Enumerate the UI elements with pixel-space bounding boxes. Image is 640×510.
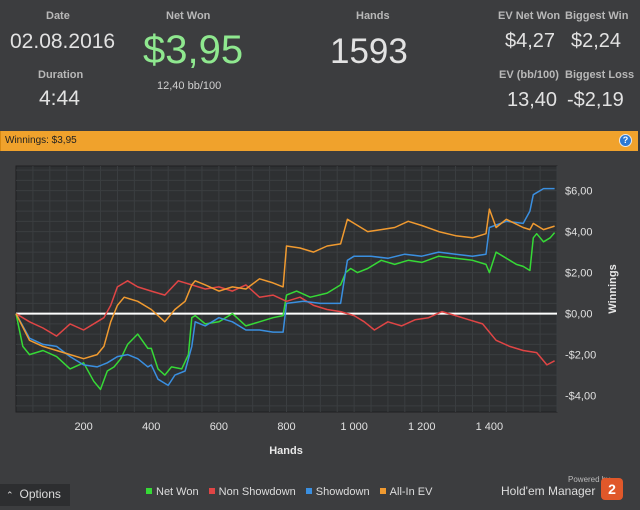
x-tick-label: 200 xyxy=(74,421,92,433)
x-tick-label: 1 200 xyxy=(408,421,436,433)
y-tick-label: $4,00 xyxy=(565,227,593,239)
legend-item-all-in-ev[interactable]: All-In EV xyxy=(379,486,433,498)
ev-bb-100-value: 13,40 xyxy=(507,89,558,111)
date-label: Date xyxy=(46,10,70,22)
x-tick-label: 600 xyxy=(210,421,228,433)
winnings-banner: Winnings: $3,95 ? xyxy=(0,131,638,151)
legend-item-net-won[interactable]: Net Won xyxy=(146,486,199,498)
duration-value: 4:44 xyxy=(39,87,80,110)
options-button[interactable]: ⌃ Options xyxy=(0,484,70,506)
ev-bb-100-label: EV (bb/100) xyxy=(499,69,559,81)
legend-label: Net Won xyxy=(156,486,199,498)
series-line-net-won xyxy=(15,232,556,391)
y-tick-label: -$2,00 xyxy=(565,350,596,362)
legend-label: Non Showdown xyxy=(218,486,296,498)
series-line-all-in-ev xyxy=(15,208,555,360)
x-tick-label: 1 000 xyxy=(340,421,368,433)
winnings-banner-text: Winnings: $3,95 xyxy=(5,135,77,146)
biggest-loss-value: -$2,19 xyxy=(567,89,624,111)
question-icon[interactable]: ? xyxy=(619,134,632,147)
x-axis-title: Hands xyxy=(269,445,303,457)
y-axis-title: Winnings xyxy=(607,264,619,313)
legend-item-non-showdown[interactable]: Non Showdown xyxy=(208,486,296,498)
ev-net-won-label: EV Net Won xyxy=(498,10,561,22)
y-tick-label: -$4,00 xyxy=(565,391,596,403)
legend-item-showdown[interactable]: Showdown xyxy=(305,486,370,498)
legend-swatch xyxy=(208,488,215,494)
x-tick-label: 800 xyxy=(277,421,295,433)
legend-label: Showdown xyxy=(315,486,370,498)
legend-label: All-In EV xyxy=(389,486,433,498)
x-tick-label: 1 400 xyxy=(476,421,504,433)
y-tick-label: $0,00 xyxy=(565,309,593,321)
duration-label: Duration xyxy=(38,69,84,81)
y-tick-label: $2,00 xyxy=(565,268,593,280)
y-tick-label: $6,00 xyxy=(565,186,593,198)
powered-by-text: Powered by xyxy=(568,475,611,484)
biggest-loss-label: Biggest Loss xyxy=(565,69,635,81)
chart-legend: Net Won Non Showdown Showdown All-In EV xyxy=(146,486,439,498)
legend-swatch xyxy=(146,488,152,494)
hands-value: 1593 xyxy=(330,32,408,71)
date-value: 02.08.2016 xyxy=(10,30,116,53)
legend-swatch xyxy=(305,488,312,494)
series-line-showdown xyxy=(15,187,555,387)
brand-name: Hold'em Manager xyxy=(501,484,596,498)
hands-label: Hands xyxy=(356,10,390,22)
session-stats-panel: Date 02.08.2016 Duration 4:44 Net Won $3… xyxy=(0,0,640,131)
bb-per-100-value: 12,40 bb/100 xyxy=(157,80,222,92)
ev-net-won-value: $4,27 xyxy=(505,30,556,52)
hm2-logo-icon: 2 xyxy=(601,478,623,500)
options-label: Options xyxy=(19,487,61,501)
series-line-non-showdown xyxy=(15,280,555,366)
chevron-up-icon: ⌃ xyxy=(6,490,14,500)
net-won-label: Net Won xyxy=(166,10,211,22)
x-tick-label: 400 xyxy=(142,421,160,433)
legend-swatch xyxy=(379,488,386,494)
net-won-value: $3,95 xyxy=(143,28,244,72)
biggest-win-value: $2,24 xyxy=(571,30,622,52)
biggest-win-label: Biggest Win xyxy=(565,10,629,22)
